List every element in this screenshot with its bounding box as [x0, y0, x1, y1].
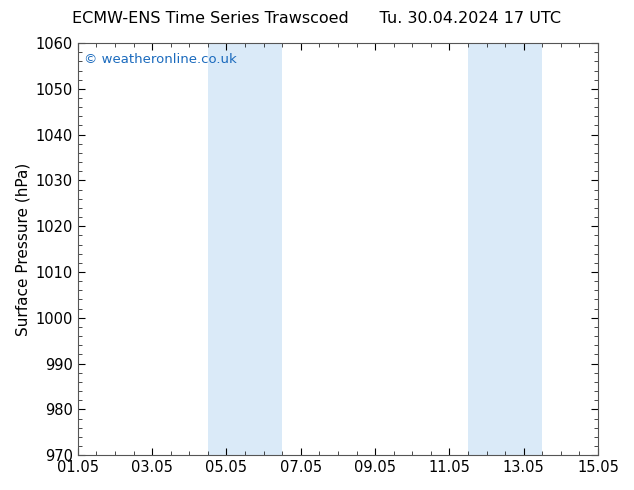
- Text: ECMW-ENS Time Series Trawscoed      Tu. 30.04.2024 17 UTC: ECMW-ENS Time Series Trawscoed Tu. 30.04…: [72, 11, 562, 26]
- Bar: [468, 43, 542, 455]
- Y-axis label: Surface Pressure (hPa): Surface Pressure (hPa): [15, 163, 30, 336]
- Bar: [208, 43, 282, 455]
- Text: © weatheronline.co.uk: © weatheronline.co.uk: [84, 53, 236, 66]
